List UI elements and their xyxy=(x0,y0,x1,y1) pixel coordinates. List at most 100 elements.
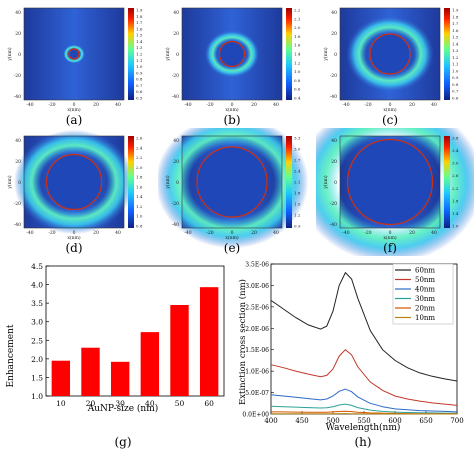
colorbar xyxy=(444,8,450,100)
colorbar-tick-label: 2.6 xyxy=(136,136,143,141)
heatmap-2: 40 20 0 -20 -40 -40 -20 0 20 40 x(nm) y(nm) 2.2 2.1 2.… xyxy=(164,8,301,128)
y-tick-label: -20 xyxy=(172,73,179,79)
colorbar-tick-label: 1.2 xyxy=(294,213,301,218)
x-tick-label: 20 xyxy=(409,102,415,108)
colorbar-tick-label: 2.2 xyxy=(452,186,459,191)
x-tick-label: 40 xyxy=(115,230,121,236)
colorbar-tick-label: 1.5 xyxy=(136,33,143,38)
bar-40 xyxy=(140,332,160,396)
colorbar-tick-label: 1.4 xyxy=(136,39,143,44)
colorbar-tick-label: 0.8 xyxy=(136,224,143,229)
line-y-tick-label: 1.0E-06 xyxy=(245,369,269,376)
colorbar-tick-label: 2.1 xyxy=(294,16,300,21)
bar-10 xyxy=(51,360,71,396)
x-tick-label: 20 xyxy=(93,230,99,236)
colorbar-tick-label: 1.9 xyxy=(136,8,143,13)
colorbar-tick-label: 1.0 xyxy=(294,69,301,74)
colorbar-tick-label: 1.3 xyxy=(136,45,143,50)
heatmap-4: 40 20 0 -20 -40 -40 -20 0 20 40 x(nm) y(nm) 2.6 2.4 2.… xyxy=(6,129,143,255)
y-tick-label: -20 xyxy=(172,201,179,207)
y-axis-label: y(nm) xyxy=(6,175,13,189)
x-tick-label: -20 xyxy=(364,230,371,236)
y-tick-label: 40 xyxy=(331,10,337,16)
heatmap-5: 40 20 0 -20 -40 -40 -20 0 20 40 x(nm) y(nm) 3.3 3.0 2.… xyxy=(158,128,309,255)
heatmap-6: 40 20 0 -20 -40 -40 -20 0 20 40 x(nm) y(nm) 3.8 3.4 3.… xyxy=(316,128,474,256)
bar-y-tick-label: 4.0 xyxy=(31,281,43,290)
plot-frame xyxy=(339,7,441,101)
x-tick-label: 0 xyxy=(231,230,234,236)
x-axis-label: x(nm) xyxy=(383,106,396,113)
x-tick-label: 40 xyxy=(273,102,279,108)
nanoparticle xyxy=(218,40,246,68)
y-axis-label: y(nm) xyxy=(164,47,171,61)
colorbar-tick-label: 2.7 xyxy=(294,158,301,163)
line-x-tick-label: 450 xyxy=(295,417,308,425)
y-tick-label: 0 xyxy=(176,180,179,186)
colorbar-tick-label: 0.6 xyxy=(294,87,301,92)
colorbar-tick-label: 1.9 xyxy=(452,8,459,13)
colorbar-tick-label: 1.8 xyxy=(452,14,459,19)
colorbar-tick-label: 1.5 xyxy=(452,35,459,40)
y-tick-label: 20 xyxy=(15,31,21,37)
bar-y-tick-label: 4.5 xyxy=(31,262,43,271)
y-axis-label: y(nm) xyxy=(322,175,329,189)
nanoparticle xyxy=(68,48,80,60)
colorbar-tick-label: 1.7 xyxy=(452,21,459,26)
bar-20 xyxy=(81,347,100,396)
colorbar-tick-label: 3.4 xyxy=(452,148,459,153)
colorbar-tick-label: 1.2 xyxy=(136,52,143,57)
y-axis-label: y(nm) xyxy=(322,47,329,61)
colorbar-tick-label: 1.3 xyxy=(452,48,459,53)
colorbar-tick-label: 2.6 xyxy=(452,173,459,178)
colorbar-tick-label: 1.0 xyxy=(136,64,143,69)
y-tick-label: 0 xyxy=(334,52,337,58)
y-tick-label: -40 xyxy=(172,94,179,100)
y-tick-label: -20 xyxy=(330,73,337,79)
colorbar-tick-label: 0.9 xyxy=(452,75,459,80)
bar-x-tick-label: 10 xyxy=(56,399,66,408)
bar-y-axis-label: Enhancement xyxy=(6,324,16,387)
legend-label-10nm: 10nm xyxy=(415,314,435,322)
colorbar-tick-label: 1.4 xyxy=(136,194,143,199)
colorbar-tick-label: 1.4 xyxy=(452,211,459,216)
colorbar-tick-label: 0.8 xyxy=(452,82,459,87)
x-tick-label: 40 xyxy=(273,230,279,236)
x-tick-label: 0 xyxy=(389,102,392,108)
line-x-tick-label: 500 xyxy=(326,417,339,425)
plot-frame xyxy=(23,7,125,101)
y-tick-label: -20 xyxy=(14,73,21,79)
x-tick-label: 20 xyxy=(93,102,99,108)
bar-y-tick-label: 1.0 xyxy=(31,392,43,401)
bar-y-tick-label: 3.5 xyxy=(31,299,43,308)
colorbar-tick-label: 1.2 xyxy=(294,60,301,65)
x-axis-label: x(nm) xyxy=(225,106,238,113)
x-tick-label: 20 xyxy=(251,230,257,236)
line-y-tick-label: 1.5E-06 xyxy=(245,347,269,354)
x-tick-label: -40 xyxy=(184,102,191,108)
nanoparticle xyxy=(45,153,103,211)
y-tick-label: -40 xyxy=(330,94,337,100)
colorbar-tick-label: 2.2 xyxy=(294,8,301,13)
legend-label-40nm: 40nm xyxy=(415,286,435,294)
x-tick-label: -40 xyxy=(342,230,349,236)
colorbar-tick-label: 1.6 xyxy=(136,26,143,31)
bar-x-axis-label: AuNP-size (nm) xyxy=(87,403,159,414)
x-tick-label: 20 xyxy=(409,230,415,236)
colorbar-tick-label: 1.6 xyxy=(452,28,459,33)
line-x-tick-label: 650 xyxy=(419,417,432,425)
colorbar-tick-label: 1.4 xyxy=(294,52,301,57)
colorbar-tick-label: 1.6 xyxy=(136,184,143,189)
bar-y-tick-label: 2.5 xyxy=(31,336,43,345)
line-y-tick-label: 3.0E-06 xyxy=(245,283,269,290)
colorbar xyxy=(286,136,292,228)
colorbar xyxy=(286,8,292,100)
line-y-tick-label: 2.0E-06 xyxy=(245,326,269,333)
colorbar-tick-label: 0.5 xyxy=(136,96,143,101)
colorbar-tick-label: 1.0 xyxy=(452,68,459,73)
line-x-tick-label: 600 xyxy=(388,417,401,425)
bar-x-tick-label: 30 xyxy=(115,399,125,408)
x-axis-label: x(nm) xyxy=(383,234,396,241)
panel-caption: (f) xyxy=(383,241,397,255)
y-tick-label: -40 xyxy=(14,222,21,228)
